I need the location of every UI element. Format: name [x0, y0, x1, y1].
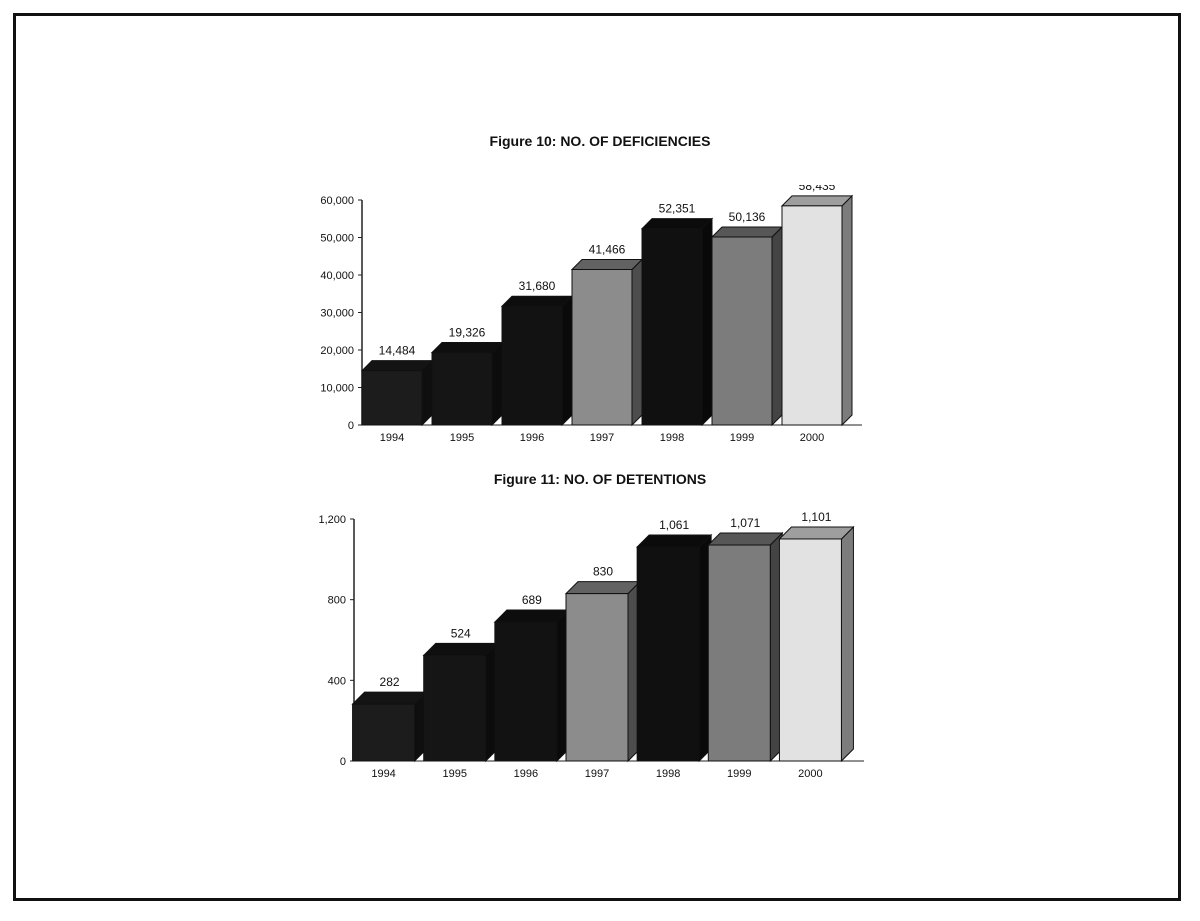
bar — [636, 546, 700, 762]
bar — [361, 370, 423, 426]
data-label: 689 — [522, 593, 542, 607]
bar-top — [500, 295, 574, 307]
x-tick-label: 2000 — [798, 768, 822, 780]
x-tick-label: 1999 — [730, 432, 754, 444]
x-tick-label: 2000 — [800, 432, 824, 444]
data-label: 31,680 — [519, 279, 556, 293]
bar-side — [841, 194, 853, 427]
bar-top — [710, 226, 784, 238]
data-label: 830 — [593, 565, 613, 579]
bar-side — [840, 525, 854, 763]
x-tick-label: 1998 — [660, 432, 684, 444]
bar-top — [780, 195, 854, 207]
bar-side — [701, 217, 713, 427]
deficiencies-bar-chart: 0 10,000 20,000 30,000 40,000 50,000 60,000 14,… — [320, 185, 862, 444]
bar-top — [493, 609, 571, 623]
bar-top — [635, 534, 713, 548]
x-tick-label: 1996 — [520, 432, 544, 444]
data-label: 41,466 — [589, 243, 626, 257]
data-label: 1,071 — [730, 516, 760, 530]
x-tick-label: 1999 — [727, 768, 751, 780]
bar — [501, 305, 563, 426]
bar — [571, 269, 633, 426]
chart-title-detentions: Figure 11: NO. OF DETENTIONS — [493, 471, 707, 487]
chart-title-deficiencies: Figure 10: NO. OF DEFICIENCIES — [489, 133, 711, 149]
y-tick-label: 30,000 — [320, 308, 354, 320]
data-label: 1,101 — [801, 510, 831, 524]
y-tick-label: 0 — [348, 420, 354, 432]
x-tick-label: 1994 — [371, 768, 395, 780]
bar-side — [491, 341, 503, 427]
data-label: 1,061 — [659, 518, 689, 532]
data-label: 52,351 — [659, 202, 696, 216]
y-tick-label: 400 — [328, 675, 346, 687]
bar — [711, 236, 773, 426]
bar — [707, 544, 771, 762]
x-tick-label: 1996 — [514, 768, 538, 780]
bar-top — [640, 218, 714, 230]
x-tick-label: 1997 — [585, 768, 609, 780]
y-tick-label: 20,000 — [320, 345, 354, 357]
y-tick-label: 10,000 — [320, 383, 354, 395]
bar-top — [422, 642, 499, 656]
bar — [641, 228, 703, 426]
bar-side — [561, 294, 573, 427]
x-tick-label: 1994 — [380, 432, 404, 444]
bar — [778, 538, 842, 762]
bar-top — [570, 259, 644, 271]
y-tick-label: 40,000 — [320, 270, 354, 282]
bar-side — [421, 359, 433, 427]
y-tick-label: 1,200 — [318, 514, 346, 526]
bar-top — [351, 691, 428, 705]
y-tick-label: 800 — [328, 595, 346, 607]
data-label: 19,326 — [449, 326, 486, 340]
x-tick-label: 1997 — [590, 432, 614, 444]
data-label: 282 — [380, 675, 400, 689]
y-tick-label: 0 — [340, 756, 346, 768]
bar — [494, 621, 558, 762]
x-tick-label: 1998 — [656, 768, 680, 780]
x-tick-label: 1995 — [450, 432, 474, 444]
data-label: 524 — [451, 626, 471, 640]
bar-top — [360, 360, 434, 372]
bar — [565, 593, 629, 762]
bar-side — [631, 258, 643, 427]
data-label: 50,136 — [729, 210, 766, 224]
bar — [431, 352, 493, 426]
bar-top — [707, 532, 784, 546]
bar — [781, 205, 843, 426]
bar-top — [564, 581, 642, 595]
data-label: 58,435 — [799, 185, 836, 193]
y-tick-label: 50,000 — [320, 233, 354, 245]
bar-top — [778, 526, 855, 540]
y-tick-label: 60,000 — [320, 195, 354, 207]
data-label: 14,484 — [379, 344, 416, 358]
bar-top — [430, 342, 504, 354]
bar-side — [771, 225, 783, 427]
x-tick-label: 1995 — [442, 768, 466, 780]
detentions-bar-chart: 0 400 800 1,200 282 1994 524 1995 689 1996 830 1997… — [318, 510, 864, 780]
bar — [423, 654, 487, 762]
bar — [352, 703, 416, 762]
